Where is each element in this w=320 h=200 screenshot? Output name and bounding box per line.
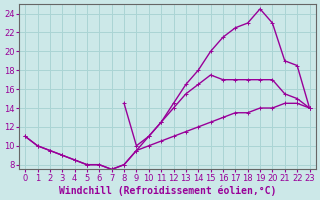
X-axis label: Windchill (Refroidissement éolien,°C): Windchill (Refroidissement éolien,°C) [59,185,276,196]
